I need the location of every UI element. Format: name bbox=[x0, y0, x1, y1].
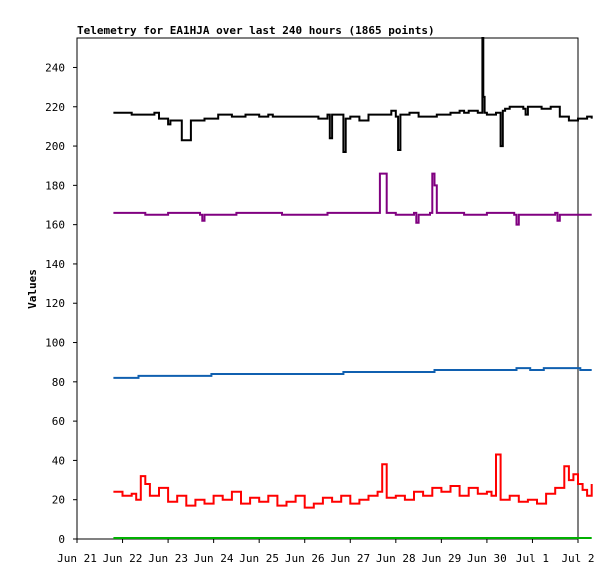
y-tick-label: 160 bbox=[45, 219, 65, 232]
y-tick-label: 220 bbox=[45, 101, 65, 114]
y-axis-label: Values bbox=[26, 269, 39, 309]
x-tick-label: Jun 23 bbox=[148, 552, 188, 565]
x-tick-label: Jun 25 bbox=[239, 552, 279, 565]
axis-ticks: 0 20 40 60 80 100 120 140 160 180 200 220 240 Jun 21 J… bbox=[45, 61, 594, 565]
y-tick-label: 60 bbox=[52, 415, 65, 428]
y-tick-label: 0 bbox=[58, 533, 65, 546]
x-tick-label: Jun 29 bbox=[421, 552, 461, 565]
x-tick-label: Jun 24 bbox=[194, 552, 234, 565]
series-line-3 bbox=[113, 367, 592, 379]
x-tick-label: Jun 21 bbox=[57, 552, 97, 565]
y-tick-label: 240 bbox=[45, 61, 65, 74]
y-tick-label: 40 bbox=[52, 454, 65, 467]
x-tick-label: Jun 30 bbox=[467, 552, 507, 565]
y-tick-label: 80 bbox=[52, 376, 65, 389]
x-tick-label: Jun 28 bbox=[376, 552, 416, 565]
chart-title: Telemetry for EA1HJA over last 240 hours… bbox=[77, 24, 435, 37]
y-tick-label: 120 bbox=[45, 297, 65, 310]
series-line-2 bbox=[113, 172, 592, 226]
x-tick-label: Jul 2 bbox=[561, 552, 594, 565]
series-layer bbox=[113, 37, 593, 539]
x-tick-label: Jun 26 bbox=[285, 552, 325, 565]
y-tick-label: 180 bbox=[45, 179, 65, 192]
series-line-4 bbox=[113, 453, 593, 509]
series-line-1 bbox=[113, 37, 593, 153]
y-tick-label: 140 bbox=[45, 258, 65, 271]
x-tick-label: Jun 27 bbox=[330, 552, 370, 565]
x-tick-label: Jul 1 bbox=[516, 552, 549, 565]
x-tick-label: Jun 22 bbox=[103, 552, 143, 565]
y-tick-label: 100 bbox=[45, 337, 65, 350]
y-tick-label: 200 bbox=[45, 140, 65, 153]
y-tick-label: 20 bbox=[52, 494, 65, 507]
